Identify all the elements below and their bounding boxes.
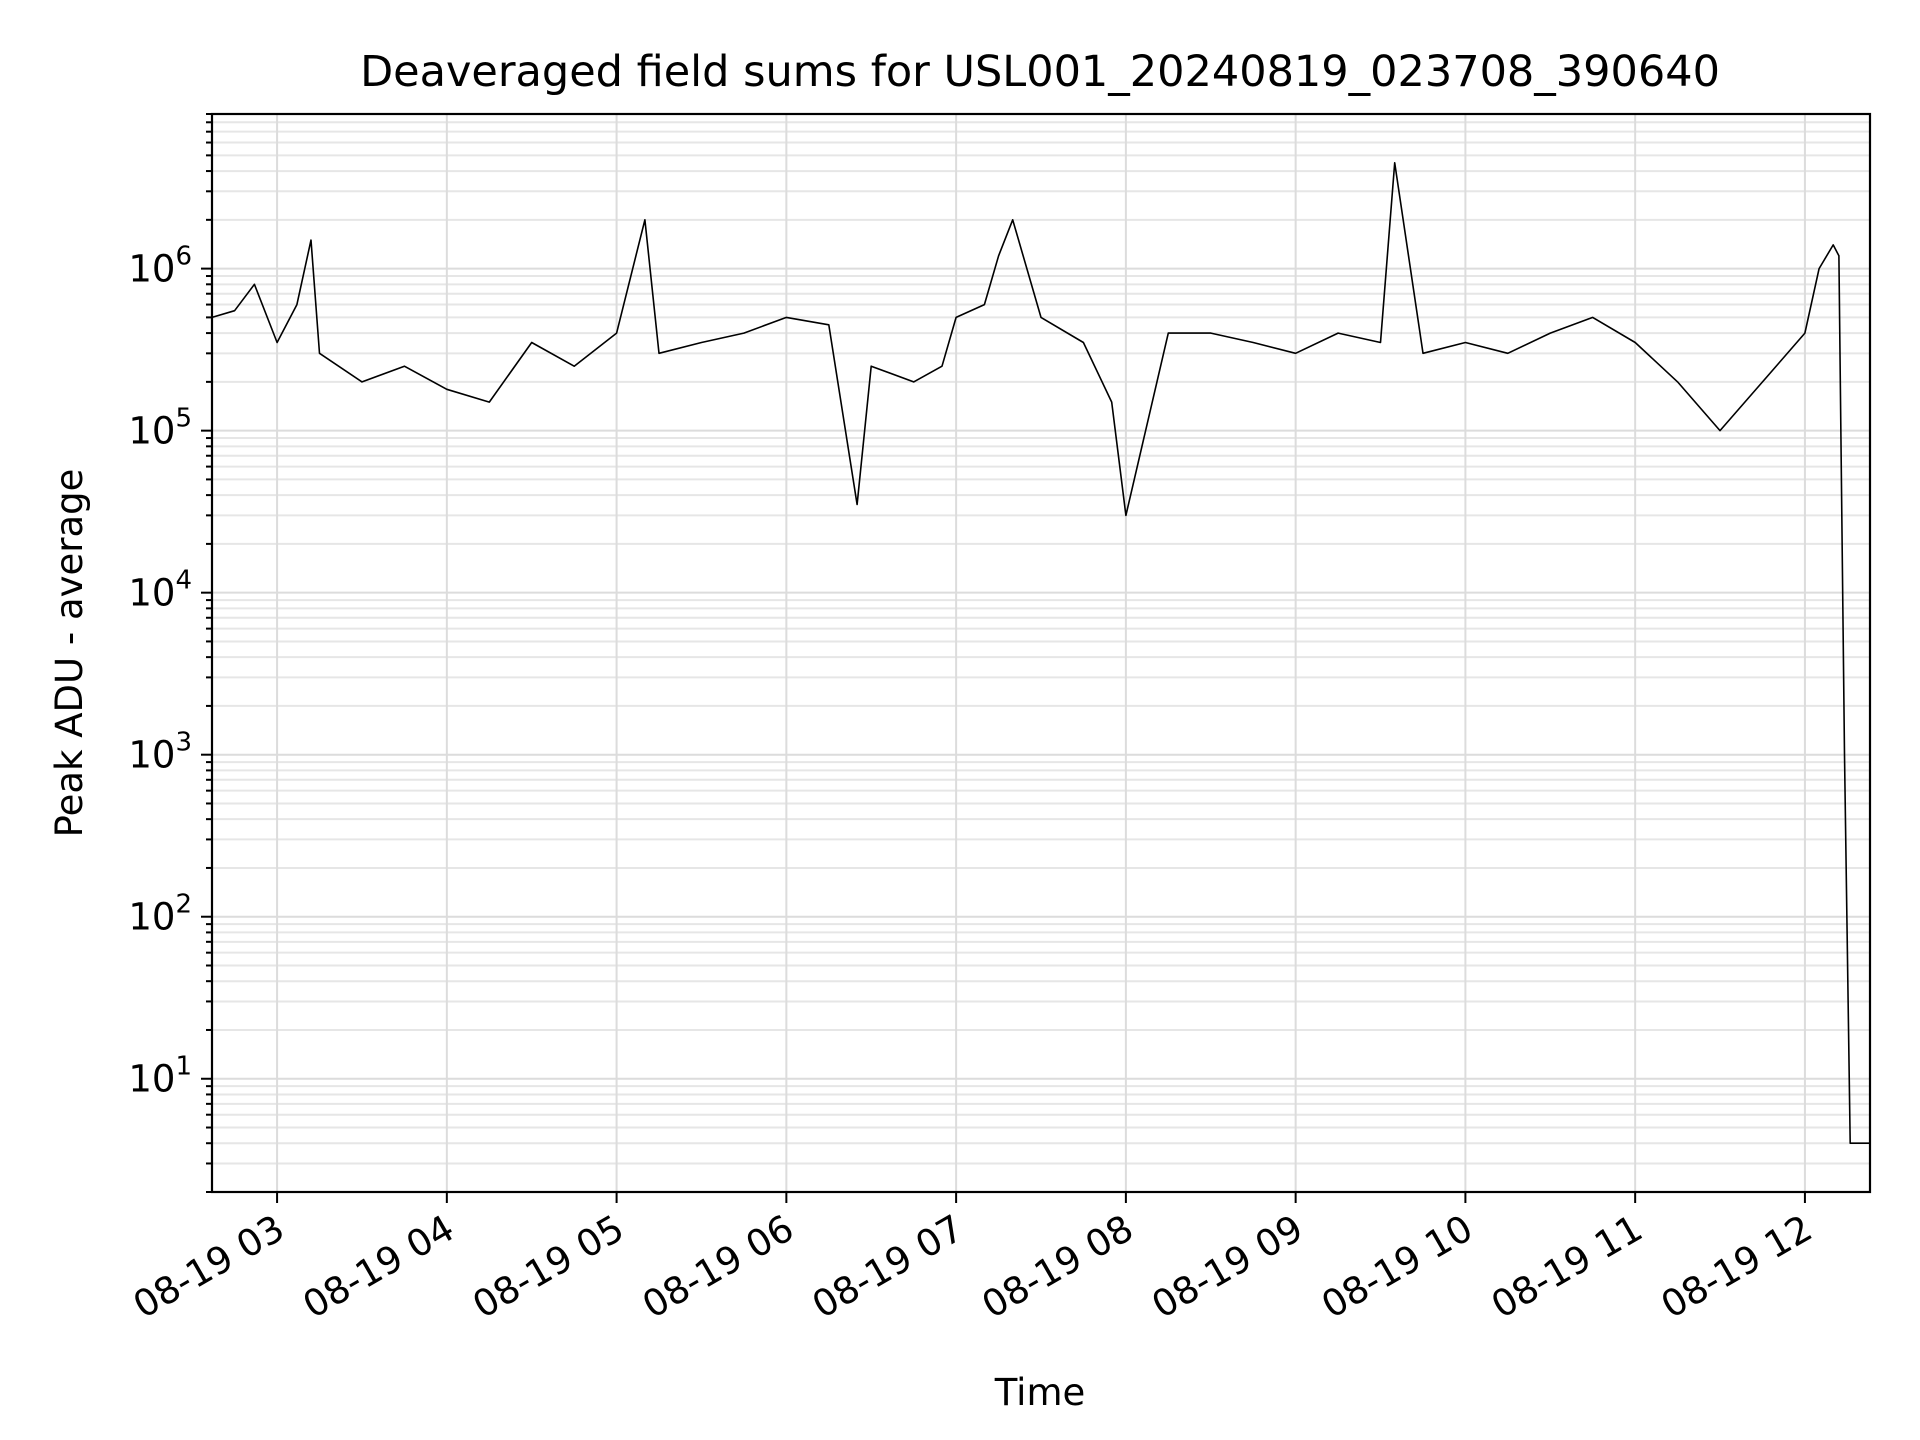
x-tick-label-9: 08-19 12 [1654,1207,1820,1327]
grid [212,113,1870,1193]
y-tick-base: 10 [128,248,175,291]
y-tick-base: 10 [128,734,175,777]
x-axis: 08-19 03 08-19 04 08-19 05 08-19 06 08-19 07… [126,1192,1819,1327]
x-tick-label-0: 08-19 03 [126,1207,292,1327]
x-tick-label-2: 08-19 05 [466,1207,632,1327]
y-tick-base: 10 [128,1058,175,1101]
plot-frame [210,112,1872,1194]
y-tick-base: 10 [128,896,175,939]
chart-title: Deaveraged field sums for USL001_2024081… [360,47,1720,97]
series-line-0 [211,162,1870,1144]
y-tick-label-3: 104 [128,566,192,615]
x-tick-label-6: 08-19 09 [1145,1207,1311,1327]
x-tick-label-8: 08-19 11 [1484,1207,1650,1327]
y-tick-exponent: 5 [175,404,192,434]
y-tick-exponent: 3 [175,728,192,758]
x-tick-label-1: 08-19 04 [296,1207,462,1327]
y-tick-exponent: 4 [175,566,192,596]
y-tick-exponent: 2 [175,890,192,920]
x-tick-label-3: 08-19 06 [635,1207,801,1327]
y-tick-base: 10 [128,572,175,615]
y-tick-label-5: 106 [128,242,192,291]
y-tick-label-4: 105 [128,404,192,453]
x-tick-label-7: 08-19 10 [1314,1207,1480,1327]
x-tick-label-5: 08-19 08 [975,1207,1141,1327]
y-tick-label-1: 102 [128,890,192,939]
y-tick-exponent: 1 [175,1052,192,1082]
y-tick-label-0: 101 [128,1052,192,1101]
x-tick-label-4: 08-19 07 [805,1207,971,1327]
y-tick-exponent: 6 [175,242,192,272]
series-layer [211,162,1870,1144]
x-axis-label: Time [994,1371,1086,1414]
y-axis-label: Peak ADU - average [48,469,91,838]
y-tick-label-2: 103 [128,728,192,777]
y-tick-base: 10 [128,410,175,453]
